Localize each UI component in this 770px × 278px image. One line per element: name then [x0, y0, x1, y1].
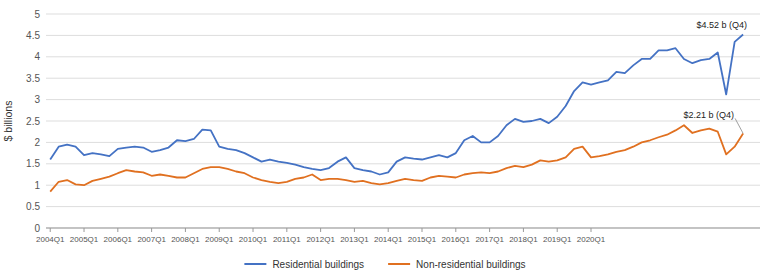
- y-tick-label: 5: [34, 9, 40, 20]
- grid-line: [46, 99, 760, 100]
- y-tick-label: 0.5: [26, 201, 40, 212]
- legend-label: Non-residential buildings: [416, 259, 526, 270]
- y-tick-label: 2.5: [26, 116, 40, 127]
- x-tick-label: 2012Q1: [306, 235, 335, 244]
- legend-item: Residential buildings: [244, 259, 364, 270]
- x-tick: [557, 228, 558, 232]
- x-tick-label: 2008Q1: [171, 235, 200, 244]
- x-tick-label: 2015Q1: [408, 235, 437, 244]
- x-tick-label: 2006Q1: [104, 235, 133, 244]
- grid-line: [46, 121, 760, 122]
- y-tick-label: 0: [34, 223, 40, 234]
- x-tick-label: 2005Q1: [70, 235, 99, 244]
- grid-line: [46, 14, 760, 15]
- y-tick-label: 1.5: [26, 158, 40, 169]
- legend-item: Non-residential buildings: [388, 259, 526, 270]
- grid-line: [46, 228, 760, 229]
- x-tick: [354, 228, 355, 232]
- x-axis-line: [46, 228, 760, 229]
- x-tick: [50, 228, 51, 232]
- x-tick-label: 2009Q1: [205, 235, 234, 244]
- grid-line: [46, 78, 760, 79]
- legend-swatch: [244, 263, 266, 265]
- x-tick-label: 2018Q1: [509, 235, 538, 244]
- series-line: [50, 35, 743, 175]
- grid-line: [46, 163, 760, 164]
- x-tick-label: 2011Q1: [273, 235, 301, 244]
- y-tick-label: 4.5: [26, 30, 40, 41]
- x-tick: [151, 228, 152, 232]
- x-tick: [455, 228, 456, 232]
- x-tick: [185, 228, 186, 232]
- y-tick-label: 4: [34, 51, 40, 62]
- x-tick-label: 2017Q1: [475, 235, 504, 244]
- x-tick: [219, 228, 220, 232]
- y-tick-label: 3: [34, 94, 40, 105]
- x-tick: [84, 228, 85, 232]
- y-tick-label: 2: [34, 137, 40, 148]
- lines: [50, 35, 743, 192]
- legend: Residential buildings Non-residential bui…: [244, 259, 525, 270]
- annotation-leader: [735, 118, 743, 133]
- legend-label: Residential buildings: [272, 259, 364, 270]
- x-tick-label: 2007Q1: [137, 235, 166, 244]
- x-tick-label: 2010Q1: [239, 235, 268, 244]
- x-tick: [286, 228, 287, 232]
- grid-line: [46, 185, 760, 186]
- x-tick-label: 2016Q1: [442, 235, 471, 244]
- grid-line: [46, 35, 760, 36]
- grid: [46, 14, 760, 228]
- y-tick-label: 3.5: [26, 73, 40, 84]
- grid-line: [46, 206, 760, 207]
- y-tick-label: 1: [34, 180, 40, 191]
- grid-line: [46, 142, 760, 143]
- x-tick: [253, 228, 254, 232]
- x-tick: [422, 228, 423, 232]
- x-tick: [117, 228, 118, 232]
- chart: 0 0.5 1 1.5 2 2.5 3 3.5 4 4.5 5 $ billions 2004Q1 200…: [0, 0, 770, 278]
- x-tick-label: 2019Q1: [543, 235, 572, 244]
- x-tick: [591, 228, 592, 232]
- x-tick: [388, 228, 389, 232]
- x-tick: [523, 228, 524, 232]
- annotation: $2.21 b (Q4): [684, 110, 735, 120]
- x-tick: [489, 228, 490, 232]
- x-tick-label: 2020Q1: [577, 235, 606, 244]
- legend-swatch: [388, 263, 410, 265]
- x-tick-label: 2013Q1: [340, 235, 369, 244]
- x-tick-label: 2014Q1: [374, 235, 403, 244]
- series-line: [50, 125, 743, 191]
- annotation: $4.52 b (Q4): [697, 20, 748, 30]
- y-axis-label: $ billions: [2, 101, 14, 142]
- x-tick: [320, 228, 321, 232]
- x-tick-label: 2004Q1: [36, 235, 65, 244]
